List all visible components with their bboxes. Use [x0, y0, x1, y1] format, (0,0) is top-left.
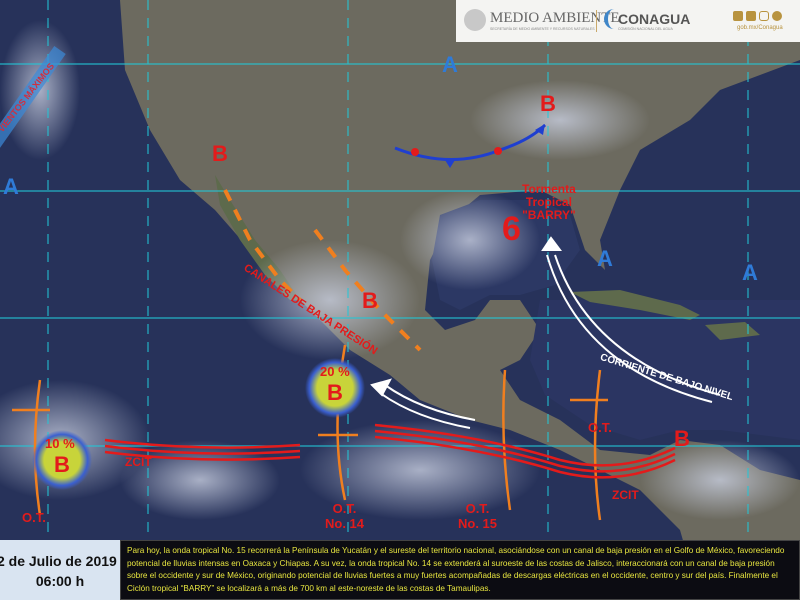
low-pressure-label: B — [54, 452, 70, 477]
date-box: 12 de Julio de 2019 06:00 h — [0, 540, 120, 600]
divider — [596, 10, 597, 32]
low-probability-label: 10 % — [45, 436, 75, 451]
facebook-icon[interactable] — [733, 11, 743, 21]
social-icons — [733, 11, 782, 21]
tropical-wave-label: O.T. — [588, 420, 612, 435]
instagram-icon[interactable] — [759, 11, 769, 21]
tropical-wave-label: O.T. No. 15 — [458, 501, 497, 531]
high-pressure-label: A — [597, 246, 613, 271]
wave-name: O.T. — [588, 420, 612, 435]
wave-name: O.T. — [465, 501, 490, 516]
bulletin-time: 06:00 h — [35, 573, 85, 589]
land-cuba — [570, 290, 700, 320]
tropical-wave-label: O.T. — [22, 510, 46, 525]
high-pressure-label: A — [742, 260, 758, 285]
agency-header: MEDIO AMBIENTE SECRETARÍA DE MEDIO AMBIE… — [456, 0, 800, 42]
lat-lon-grid — [0, 0, 800, 540]
forecast-text: Para hoy, la onda tropical No. 15 recorr… — [120, 540, 800, 600]
jet-stream-band — [0, 45, 66, 148]
conagua-logo: CONAGUA — [618, 11, 691, 27]
mexico-seal-icon — [464, 9, 486, 31]
tropical-storm-icon: 6 — [502, 210, 521, 248]
wave-number: No. 15 — [458, 516, 498, 531]
itcz-label: ZCIT — [612, 488, 639, 502]
low-pressure-label: B — [362, 288, 378, 313]
land-north-america — [120, 0, 800, 600]
youtube-icon[interactable] — [772, 11, 782, 21]
low-probability-label: 20 % — [320, 364, 350, 379]
itcz-label: ZCIT — [125, 455, 152, 469]
medio-ambiente-subtitle: SECRETARÍA DE MEDIO AMBIENTE Y RECURSOS … — [490, 27, 595, 31]
social-handle: gob.mx/Conagua — [737, 25, 783, 31]
bulletin-date: 12 de Julio de 2019 — [0, 553, 117, 569]
wave-name: O.T. — [22, 510, 46, 525]
conagua-logo-icon — [604, 9, 618, 29]
low-pressure-label: B — [674, 426, 690, 451]
twitter-icon[interactable] — [746, 11, 756, 21]
conagua-subtitle: COMISIÓN NACIONAL DEL AGUA — [618, 27, 673, 31]
storm-line: "BARRY" — [522, 208, 576, 222]
low-pressure-troughs — [223, 189, 422, 352]
high-pressure-label: A — [3, 174, 19, 199]
low-pressure-label: B — [212, 141, 228, 166]
tropical-storm-label: Tormenta Tropical "BARRY" — [522, 183, 576, 222]
itcz-lines — [104, 423, 676, 479]
medio-ambiente-logo: MEDIO AMBIENTE — [490, 10, 620, 26]
storm-line: Tropical — [525, 195, 572, 209]
land-hispaniola — [705, 322, 760, 340]
wave-number: No. 14 — [325, 516, 365, 531]
tropical-wave-label: O.T. No. 14 — [325, 501, 364, 531]
low-pressure-label: B — [327, 380, 343, 405]
low-pressure-label: B — [540, 91, 556, 116]
low-level-current-arrows — [370, 236, 721, 429]
high-pressure-label: A — [442, 52, 458, 77]
storm-line: Tormenta — [522, 182, 576, 196]
wave-name: O.T. — [332, 501, 357, 516]
